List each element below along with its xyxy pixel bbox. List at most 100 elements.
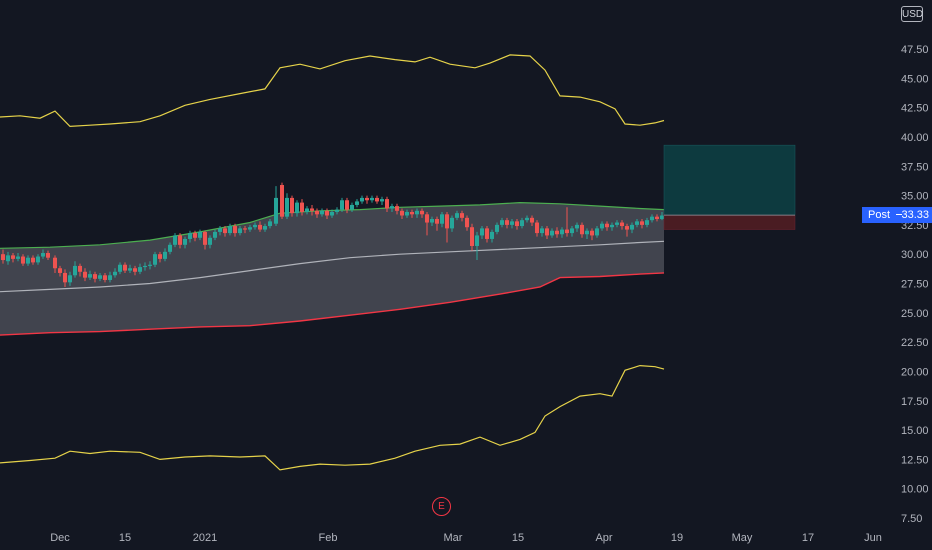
x-tick-label: Feb: [319, 532, 338, 544]
stop-loss-zone: [663, 214, 796, 230]
candle: [520, 217, 524, 229]
candle: [525, 215, 529, 223]
candle-body: [223, 228, 227, 234]
candle-body: [630, 224, 634, 230]
candle-body: [183, 238, 187, 245]
y-tick-label: 35.00: [901, 191, 929, 203]
candle-body: [315, 210, 319, 215]
candle-body: [390, 206, 394, 209]
candle-body: [208, 237, 212, 245]
candle-body: [640, 221, 644, 225]
upper-band-line: [0, 201, 665, 249]
y-tick-label: 37.50: [901, 161, 929, 173]
candle: [153, 251, 157, 268]
candle: [320, 208, 324, 217]
candle-body: [495, 224, 499, 232]
candle-body: [188, 233, 192, 239]
candle-body: [193, 233, 197, 238]
candle: [445, 211, 449, 243]
candle: [208, 235, 212, 249]
earnings-marker[interactable]: E: [432, 497, 451, 516]
candle: [274, 186, 278, 227]
candle-body: [63, 272, 67, 283]
x-tick-label: 17: [802, 532, 814, 544]
candle: [83, 268, 87, 282]
middle-line: [0, 240, 665, 293]
candle-body: [198, 231, 202, 238]
candle: [133, 265, 137, 276]
candle: [193, 230, 197, 242]
candle: [370, 195, 374, 203]
candle-body: [410, 211, 414, 215]
x-tick-label: 19: [671, 532, 683, 544]
candle-body: [475, 235, 479, 246]
candle-body: [465, 217, 469, 228]
candle: [625, 223, 629, 237]
candle: [253, 222, 257, 230]
candle: [365, 195, 369, 204]
candle-body: [530, 217, 534, 223]
candle-body: [540, 228, 544, 234]
candle: [640, 219, 644, 229]
candle-body: [218, 228, 222, 232]
x-tick-label: Jun: [864, 532, 882, 544]
candle-body: [158, 254, 162, 259]
candle-body: [163, 251, 167, 259]
candle: [535, 220, 539, 237]
candle: [218, 226, 222, 236]
candle-body: [565, 229, 569, 234]
profit-target-zone: [663, 144, 796, 216]
candle-body: [53, 257, 57, 269]
candle: [238, 226, 242, 236]
candle: [103, 272, 107, 283]
candle-body: [21, 256, 25, 264]
candle: [31, 255, 35, 265]
candle: [515, 219, 519, 230]
candle-body: [350, 204, 354, 210]
candle-body: [138, 267, 142, 272]
candle-body: [405, 211, 409, 216]
candle-body: [645, 220, 649, 225]
candle-body: [83, 271, 87, 278]
candle-body: [93, 274, 97, 279]
x-tick-label: Dec: [50, 532, 70, 544]
candle-body: [380, 199, 384, 202]
candle: [58, 265, 62, 277]
candle-body: [203, 231, 207, 245]
candle-body: [58, 268, 62, 273]
candle-body: [233, 226, 237, 234]
candle: [223, 226, 227, 237]
candle: [415, 208, 419, 218]
candle: [203, 230, 207, 250]
candle: [11, 253, 15, 263]
last-price-tag: Post 33.33: [862, 207, 932, 223]
candle-body: [365, 197, 369, 201]
candle: [73, 261, 77, 278]
candle: [53, 255, 57, 273]
candle: [450, 215, 454, 232]
candle: [138, 263, 142, 275]
y-tick-label: 40.00: [901, 132, 929, 144]
candle-body: [153, 254, 157, 265]
candle: [118, 262, 122, 275]
candle: [98, 272, 102, 282]
candle-body: [610, 224, 614, 228]
candle: [575, 222, 579, 232]
y-tick-label: 42.50: [901, 103, 929, 115]
candle: [93, 271, 97, 283]
x-tick-label: 15: [512, 532, 524, 544]
candle-body: [268, 221, 272, 227]
candle-body: [143, 265, 147, 268]
candle: [580, 222, 584, 238]
candle: [26, 255, 30, 266]
y-tick-label: 17.50: [901, 396, 929, 408]
y-tick-label: 45.00: [901, 73, 929, 85]
candle-body: [36, 256, 40, 263]
candle: [148, 261, 152, 270]
currency-badge[interactable]: USD: [901, 6, 923, 22]
candle-body: [148, 264, 152, 266]
candle-body: [118, 264, 122, 272]
y-tick-label: 27.50: [901, 279, 929, 291]
candle: [46, 250, 50, 261]
